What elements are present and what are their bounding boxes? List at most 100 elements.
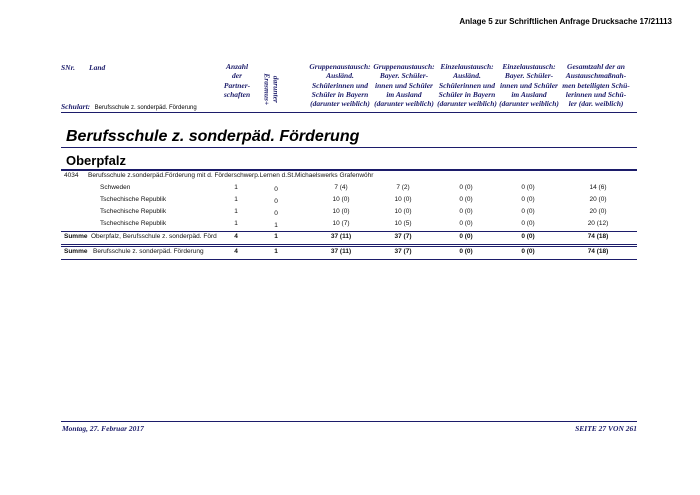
col-single-out: Einzelaustausch: Bayer. Schüler-innen und…	[494, 62, 564, 108]
header-line: Schüler in Bayern	[438, 89, 496, 99]
col-partnerships: Anzahl der Partner-schaften	[214, 62, 260, 99]
cell: 0 (0)	[521, 220, 535, 227]
sum-text: Oberpfalz, Berufsschule z. sonderpäd. Fö…	[91, 233, 217, 240]
sum-cell: 0 (0)	[459, 248, 473, 255]
country: Tschechische Republik	[100, 196, 167, 203]
cell: 20 (0)	[589, 208, 607, 215]
header-line: Austauschmaßnah-	[565, 71, 627, 81]
header-line: schaften	[223, 89, 251, 99]
cell: 1	[234, 184, 238, 191]
header-line: ler (dar. weiblich)	[568, 99, 624, 109]
cell: 0 (0)	[521, 196, 535, 203]
col-single-in: Einzelaustausch: Ausländ. Schülerinnen und…	[432, 62, 502, 108]
cell: 7 (4)	[334, 184, 348, 191]
cell: 1	[274, 222, 278, 229]
rule	[61, 112, 637, 113]
col-erasmus: darunter Erasmus+	[262, 66, 281, 112]
col-group-in: Gruppenaustausch: Ausländ. Schülerinnen un…	[305, 62, 375, 108]
sum-cell: 0 (0)	[459, 233, 473, 240]
header-line: Schüler in Bayern	[311, 89, 369, 99]
header-line: Gruppenaustausch:	[309, 62, 371, 71]
cell: 1	[234, 196, 238, 203]
header-line: Ausländ.	[326, 71, 354, 81]
sum-cell: 1	[274, 248, 278, 255]
sum-label: Summe	[64, 248, 88, 255]
rule	[61, 246, 637, 247]
country: Schweden	[100, 184, 131, 191]
rule	[61, 169, 637, 171]
header-line: der	[232, 71, 242, 81]
col-total: Gesamtzahl der an Austauschmaßnah-men bet…	[557, 62, 635, 108]
cell: 20 (12)	[587, 220, 609, 227]
header-line: darunter	[271, 75, 281, 103]
header-line: (darunter weiblich)	[310, 99, 370, 109]
cell: 0 (0)	[459, 196, 473, 203]
region: Oberpfalz	[66, 153, 126, 168]
cell: 14 (6)	[589, 184, 607, 191]
sum-text: Berufsschule z. sonderpäd. Förderung	[93, 248, 204, 255]
footer-date: Montag, 27. Februar 2017	[62, 424, 144, 433]
cell: 10 (0)	[394, 208, 412, 215]
cell: 20 (0)	[589, 196, 607, 203]
sum-cell: 4	[234, 233, 238, 240]
header-line: lerinnen und Schü-	[565, 89, 627, 99]
header-line: (darunter weiblich)	[437, 99, 497, 109]
header-line: im Ausland	[511, 89, 547, 99]
header-line: (darunter weiblich)	[374, 99, 434, 109]
rule	[61, 147, 637, 148]
rule	[61, 244, 637, 245]
cell: 0	[274, 210, 278, 217]
rule	[61, 421, 637, 422]
cell: 0 (0)	[459, 220, 473, 227]
cell: 1	[234, 220, 238, 227]
annex: Anlage 5 zur Schriftlichen Anfrage Druck…	[459, 17, 672, 26]
sum-cell: 1	[274, 233, 278, 240]
cell: 10 (0)	[332, 208, 350, 215]
country: Tschechische Republik	[100, 220, 167, 227]
sum-cell: 37 (7)	[394, 233, 412, 240]
header-line: Ausländ.	[453, 71, 481, 81]
header-line: Gesamtzahl der an	[567, 62, 625, 71]
cell: 1	[234, 208, 238, 215]
cell: 0 (0)	[521, 184, 535, 191]
school-name: Berufsschule z.sonderpäd.Förderung mit d…	[88, 172, 374, 179]
col-snr: SNr.	[61, 63, 75, 72]
school-type-label: Schulart:	[61, 102, 91, 111]
sum-cell: 0 (0)	[521, 248, 535, 255]
cell: 7 (2)	[396, 184, 410, 191]
header-line: Gruppenaustausch:	[373, 62, 435, 71]
cell: 10 (5)	[394, 220, 412, 227]
cell: 0 (0)	[459, 184, 473, 191]
school-type: Schulart: Berufsschule z. sonderpäd. För…	[61, 96, 197, 114]
cell: 0	[274, 186, 278, 193]
sum-cell: 0 (0)	[521, 233, 535, 240]
header-line: Erasmus+	[262, 73, 271, 106]
sum-cell: 4	[234, 248, 238, 255]
sum-cell: 37 (11)	[330, 248, 352, 255]
header-line: Partner-	[223, 80, 251, 90]
header-line: Anzahl	[225, 62, 249, 71]
header-line: innen und Schüler	[500, 80, 558, 90]
header-line: innen und Schüler	[375, 80, 433, 90]
header-line: im Ausland	[386, 89, 422, 99]
header-line: Schülerinnen und	[311, 80, 369, 90]
sum-cell: 74 (18)	[587, 233, 609, 240]
footer-page: SEITE 27 VON 261	[575, 424, 637, 433]
school-type-value: Berufsschule z. sonderpäd. Förderung	[94, 105, 197, 111]
cell: 10 (0)	[332, 196, 350, 203]
header-line: Einzelaustausch:	[502, 62, 556, 71]
cell: 10 (7)	[332, 220, 350, 227]
header-line: Einzelaustausch:	[440, 62, 494, 71]
sum-cell: 37 (11)	[330, 233, 352, 240]
cell: 0 (0)	[459, 208, 473, 215]
header-line: Bayer. Schüler-	[504, 71, 554, 81]
country: Tschechische Republik	[100, 208, 167, 215]
header-line: men beteiligten Schü-	[562, 80, 630, 90]
cell: 10 (0)	[394, 196, 412, 203]
cell: 0	[274, 198, 278, 205]
sum-label: Summe	[64, 233, 88, 240]
rule	[61, 259, 637, 260]
col-group-out: Gruppenaustausch: Bayer. Schüler-innen un…	[369, 62, 439, 108]
col-land: Land	[89, 63, 106, 72]
